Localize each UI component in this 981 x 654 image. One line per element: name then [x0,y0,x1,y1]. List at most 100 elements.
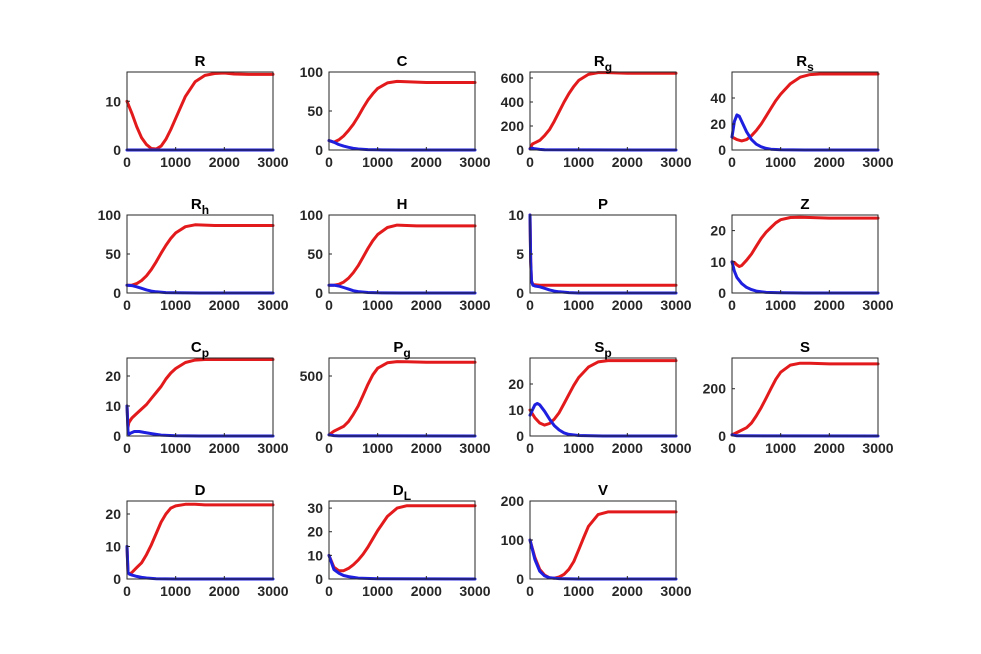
panel-title-main: R [594,53,605,70]
x-tick-label: 3000 [257,297,288,313]
y-tick-label: 0 [113,142,121,158]
x-tick-label: 1000 [563,154,594,170]
panel-r-g: 0 1000 2000 3000 0 200 400 600 Rg [501,53,692,170]
panel-title-main: V [598,482,608,499]
panel-title: Rs [796,53,814,74]
x-tick-label: 1000 [765,440,796,456]
panel-title-main: R [191,196,202,213]
panel-title-subscript: g [403,346,410,360]
x-tick-label: 0 [526,154,534,170]
x-tick-label: 3000 [257,154,288,170]
y-tick-label: 10 [710,254,726,270]
x-tick-label: 0 [325,297,333,313]
panel-d: 0 1000 2000 3000 0 10 20 D [105,482,288,599]
panel-title: Pg [393,339,410,360]
y-tick-label: 50 [307,103,323,119]
x-tick-label: 1000 [160,154,191,170]
series-line-red [327,504,477,573]
x-tick-label: 3000 [459,583,490,599]
panel-title-main: S [800,339,810,356]
x-tick-label: 1000 [362,440,393,456]
series-line-red [327,223,477,287]
x-tick-label: 1000 [160,440,191,456]
x-tick-label: 3000 [862,297,893,313]
panel-r-h: 0 1000 2000 3000 0 50 100 Rh [98,196,289,313]
series-line-red [125,502,275,576]
x-tick-label: 1000 [765,154,796,170]
y-tick-label: 10 [508,207,524,223]
y-tick-label: 200 [703,381,727,397]
y-tick-label: 20 [710,223,726,239]
series-line-blue [528,538,678,581]
x-tick-label: 2000 [814,297,845,313]
y-tick-label: 50 [105,246,121,262]
x-tick-label: 3000 [660,297,691,313]
series-line-red [528,71,678,151]
series-line-red [730,215,880,268]
panel-title: C [397,53,408,70]
axes-frame [731,71,879,151]
panel-z: 0 1000 2000 3000 0 10 20 Z [710,196,893,313]
panel-title: Cp [191,339,209,360]
panel-title: H [397,196,408,213]
x-tick-label: 3000 [459,154,490,170]
panel-title: D [195,482,206,499]
y-tick-label: 400 [501,94,525,110]
series-line-blue [730,260,880,295]
x-tick-label: 0 [526,440,534,456]
axes-frame [731,357,879,437]
y-tick-label: 100 [300,207,324,223]
panel-p-g: 0 1000 2000 3000 0 500 Pg [300,339,491,456]
panel-c: 0 1000 2000 3000 0 50 100 C [300,53,491,170]
x-tick-label: 1000 [765,297,796,313]
series-line-blue [327,283,477,295]
x-tick-label: 1000 [160,297,191,313]
series-line-red [125,71,275,151]
panel-p: 0 1000 2000 3000 0 5 10 P [508,196,691,313]
x-tick-label: 2000 [612,297,643,313]
axes-frame [529,357,677,437]
y-tick-label: 20 [105,368,121,384]
panel-title-main: H [397,196,408,213]
x-tick-label: 2000 [612,440,643,456]
y-tick-label: 0 [516,142,524,158]
x-tick-label: 2000 [814,154,845,170]
x-tick-label: 2000 [209,297,240,313]
series-line-red [528,213,678,287]
x-tick-label: 2000 [411,297,442,313]
x-tick-label: 0 [123,440,131,456]
y-tick-label: 20 [710,116,726,132]
y-tick-label: 10 [307,547,323,563]
y-tick-label: 0 [315,142,323,158]
panel-title-main: C [397,53,408,70]
x-tick-label: 2000 [814,440,845,456]
panel-title-subscript: p [202,346,209,360]
series-line-red [327,360,477,437]
axes-frame [328,357,476,437]
x-tick-label: 1000 [362,297,393,313]
series-line-red [327,79,477,144]
series-line-blue [327,139,477,152]
x-tick-label: 0 [325,440,333,456]
x-tick-label: 2000 [411,154,442,170]
x-tick-label: 1000 [362,583,393,599]
panel-title-subscript: s [807,60,814,74]
series-line-red [125,358,275,429]
series-line-blue [125,404,275,438]
panel-v: 0 1000 2000 3000 0 100 200 V [501,482,692,599]
panel-title: Z [800,196,809,213]
panel-title-main: D [195,482,206,499]
x-tick-label: 1000 [362,154,393,170]
axes-frame [126,357,274,437]
panel-s-p: 0 1000 2000 3000 0 10 20 Sp [508,339,691,456]
panel-title-main: P [393,339,403,356]
y-tick-label: 0 [718,285,726,301]
x-tick-label: 0 [728,297,736,313]
x-tick-label: 3000 [862,440,893,456]
y-tick-label: 100 [501,532,525,548]
panel-title: S [800,339,810,356]
panel-title: Rg [594,53,612,74]
x-tick-label: 3000 [862,154,893,170]
panel-title-subscript: L [404,489,411,503]
